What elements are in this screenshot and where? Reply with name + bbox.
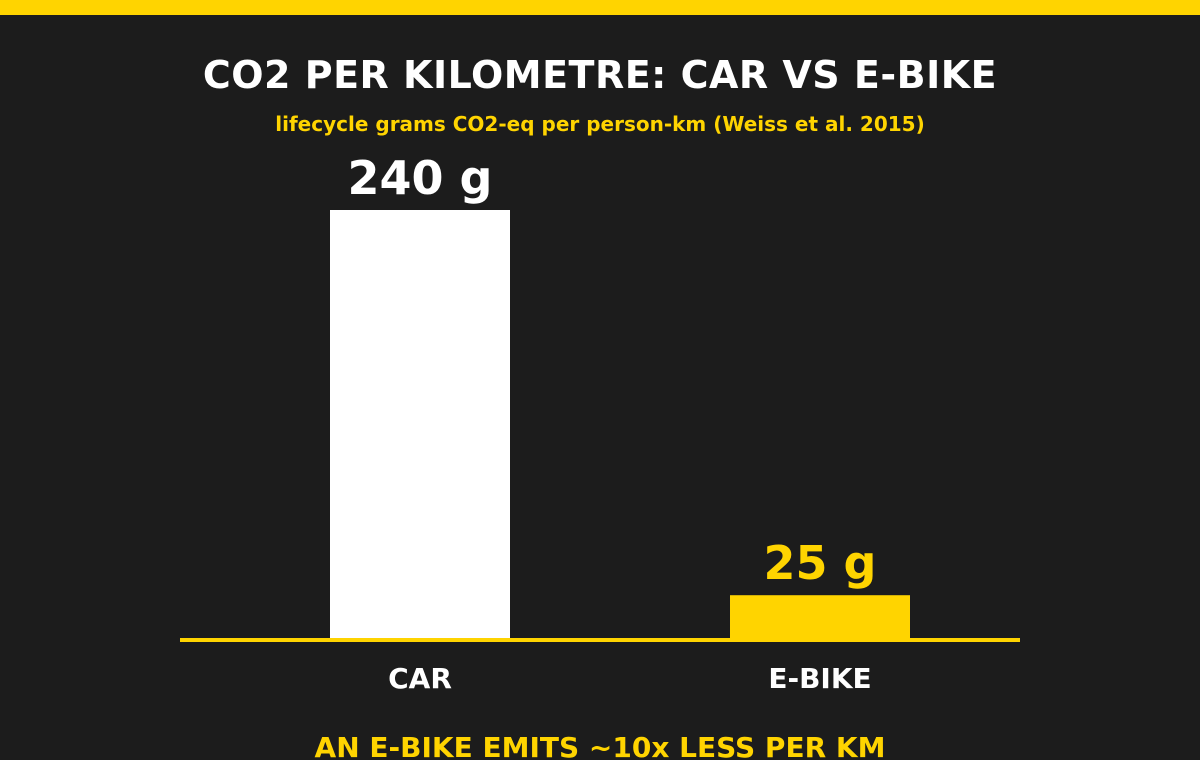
category-label-car: CAR bbox=[388, 662, 452, 695]
value-label-e-bike: 25 g bbox=[764, 536, 877, 590]
bar-e-bike bbox=[730, 595, 910, 640]
category-label-e-bike: E-BIKE bbox=[768, 662, 871, 695]
chart-footer-note: AN E-BIKE EMITS ~10x LESS PER KM bbox=[314, 731, 886, 760]
chart-title: CO2 PER KILOMETRE: CAR VS E-BIKE bbox=[202, 53, 998, 97]
bar-car bbox=[330, 210, 510, 640]
value-label-car: 240 g bbox=[348, 151, 493, 205]
top-accent-bar bbox=[0, 0, 1200, 15]
chart-subtitle: lifecycle grams CO2-eq per person-km (We… bbox=[275, 112, 925, 136]
